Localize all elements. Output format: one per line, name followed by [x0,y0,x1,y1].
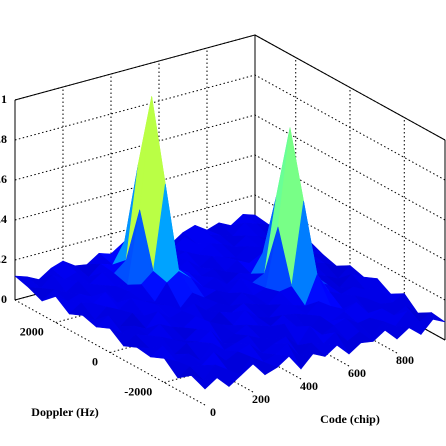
z-tick-label: 0.8 [0,132,7,146]
axis-labels: Doppler (Hz) Code (chip) 0 0.2 0.4 0.6 0.8 1 0… [0,92,414,426]
y-tick-label: -2000 [124,384,152,398]
z-tick-label: 0.2 [0,252,7,266]
x-tick-label: 200 [252,392,270,406]
surface [14,96,446,390]
x-tick-label: 800 [396,353,414,367]
grid-line [14,114,256,181]
grid-line [254,34,446,141]
surface-patch [191,375,218,390]
grid-line [14,34,256,101]
y-axis-label: Doppler (Hz) [31,405,98,419]
z-tick-label: 0 [1,292,7,306]
z-tick-label: 0.4 [0,212,7,226]
x-tick-label: 600 [348,366,366,380]
x-tick-label: 400 [300,379,318,393]
grid-line [14,74,256,141]
z-tick-label: 1 [1,92,7,106]
x-axis-label: Code (chip) [320,412,380,426]
x-tick-label: 0 [210,405,216,419]
y-tick-label: 0 [92,354,98,368]
y-tick-label: 2000 [20,324,44,338]
z-tick-label: 0.6 [0,172,7,186]
